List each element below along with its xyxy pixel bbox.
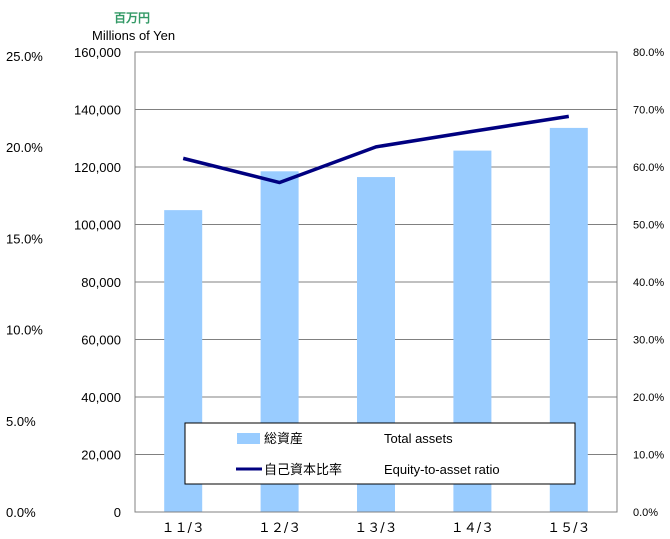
legend-box (184, 422, 576, 485)
left-tick-label: 160,000 (74, 45, 121, 60)
far-left-tick-label: 10.0% (6, 323, 43, 338)
line-series (182, 114, 570, 185)
far-left-tick-label: 15.0% (6, 231, 43, 246)
left-tick-label: 100,000 (74, 218, 121, 233)
right-tick-label: 80.0% (633, 47, 664, 59)
far-left-tick-label: 20.0% (6, 140, 43, 155)
right-tick-label: 40.0% (633, 277, 664, 289)
left-tick-label: 120,000 (74, 160, 121, 175)
right-tick-label: 30.0% (633, 335, 664, 347)
right-tick-label: 0.0% (633, 507, 658, 519)
left-tick-label: 40,000 (81, 390, 121, 405)
x-tick-label: １２/３ (258, 521, 301, 536)
left-tick-label: 0 (114, 505, 121, 520)
right-tick-label: 70.0% (633, 105, 664, 117)
right-tick-label: 60.0% (633, 162, 664, 174)
legend-bar-swatch (237, 433, 260, 444)
line-equity-ratio (182, 114, 570, 185)
x-tick-label: １５/３ (547, 521, 590, 536)
right-tick-label: 50.0% (633, 220, 664, 232)
far-left-tick-label: 0.0% (6, 505, 36, 520)
left-tick-label: 20,000 (81, 448, 121, 463)
x-tick-label: １３/３ (354, 521, 397, 536)
right-tick-label: 20.0% (633, 392, 664, 404)
legend-bar-label-jp: 総資産 (264, 431, 303, 447)
legend-bar-label-en: Total assets (384, 431, 453, 446)
left-tick-label: 80,000 (81, 275, 121, 290)
x-axis-ticks: １１/３ １２/３ １３/３ １４/３ １５/３ (162, 521, 591, 536)
far-left-tick-label: 25.0% (6, 49, 43, 64)
x-tick-label: １１/３ (162, 521, 205, 536)
right-axis-ticks: 0.0% 10.0% 20.0% 30.0% 40.0% 50.0% 60.0% 70.0% 8… (633, 47, 664, 519)
far-left-axis-ticks: 0.0% 5.0% 10.0% 15.0% 20.0% 25.0% (6, 49, 43, 520)
left-axis-ticks: 0 20,000 40,000 60,000 80,000 100,000 120,000 1… (74, 45, 121, 520)
legend: 総資産 Total assets 自己資本比率 Equity-to-asset … (184, 422, 576, 485)
legend-line-label-en: Equity-to-asset ratio (384, 462, 500, 477)
far-left-tick-label: 5.0% (6, 414, 36, 429)
left-tick-label: 140,000 (74, 103, 121, 118)
unit-label-jp: 百万円 (114, 11, 150, 25)
plot-area-border (134, 51, 618, 513)
right-tick-label: 10.0% (633, 450, 664, 462)
legend-line-label-jp: 自己資本比率 (264, 462, 342, 478)
left-tick-label: 60,000 (81, 333, 121, 348)
x-tick-label: １４/３ (451, 521, 494, 536)
unit-label-en: Millions of Yen (92, 28, 175, 43)
